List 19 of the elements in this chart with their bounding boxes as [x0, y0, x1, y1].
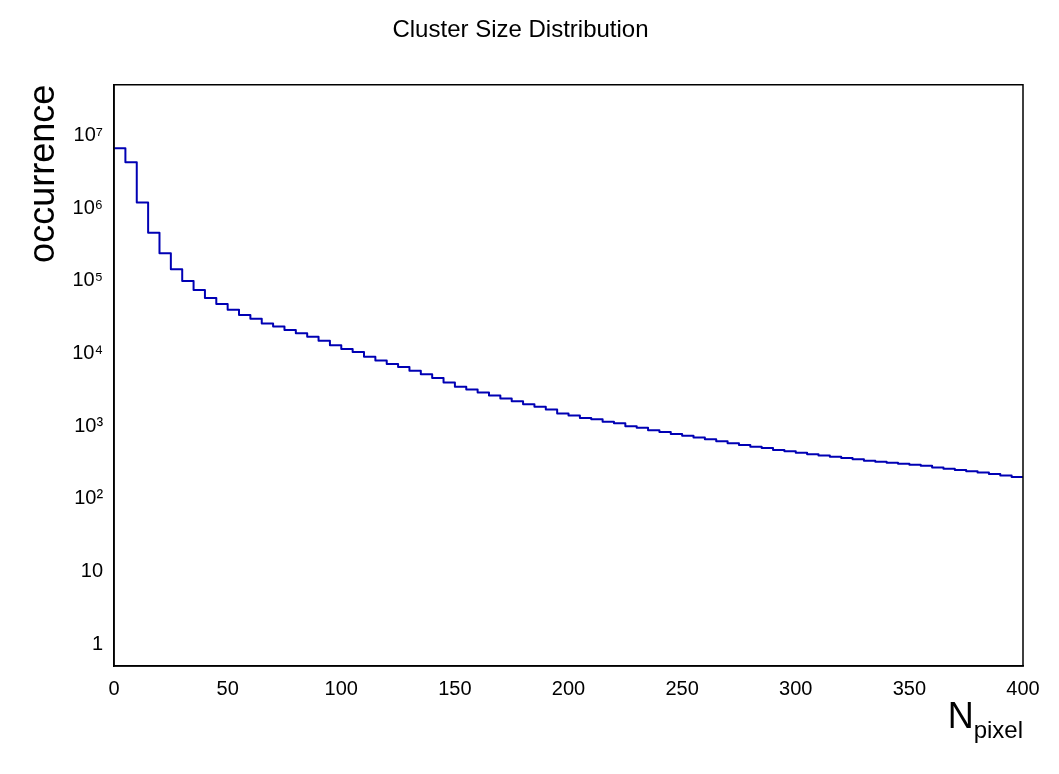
y-tick-label: 10⁵: [72, 268, 104, 291]
x-tick-label: 250: [665, 676, 699, 699]
chart-title: Cluster Size Distribution: [392, 15, 649, 43]
y-tick-label: 10⁶: [72, 195, 104, 218]
y-tick-label: 10: [80, 559, 104, 581]
y-tick-label: 10²: [74, 486, 104, 509]
y-tick-label: 10⁷: [73, 123, 104, 146]
x-tick-label: 300: [779, 676, 813, 699]
y-tick-label: 1: [91, 631, 104, 654]
y-axis-title: occurrence: [20, 84, 62, 263]
x-tick-label: 50: [216, 676, 239, 699]
x-tick-label: 100: [324, 676, 358, 699]
x-tick-label: 0: [108, 676, 120, 699]
x-tick-label: 400: [1006, 676, 1040, 699]
x-tick-label: 350: [892, 676, 927, 699]
y-tick-label: 10³: [74, 413, 104, 436]
x-tick-label: 200: [551, 676, 586, 699]
x-tick-label: 150: [438, 676, 472, 699]
y-tick-label: 10⁴: [72, 341, 104, 364]
